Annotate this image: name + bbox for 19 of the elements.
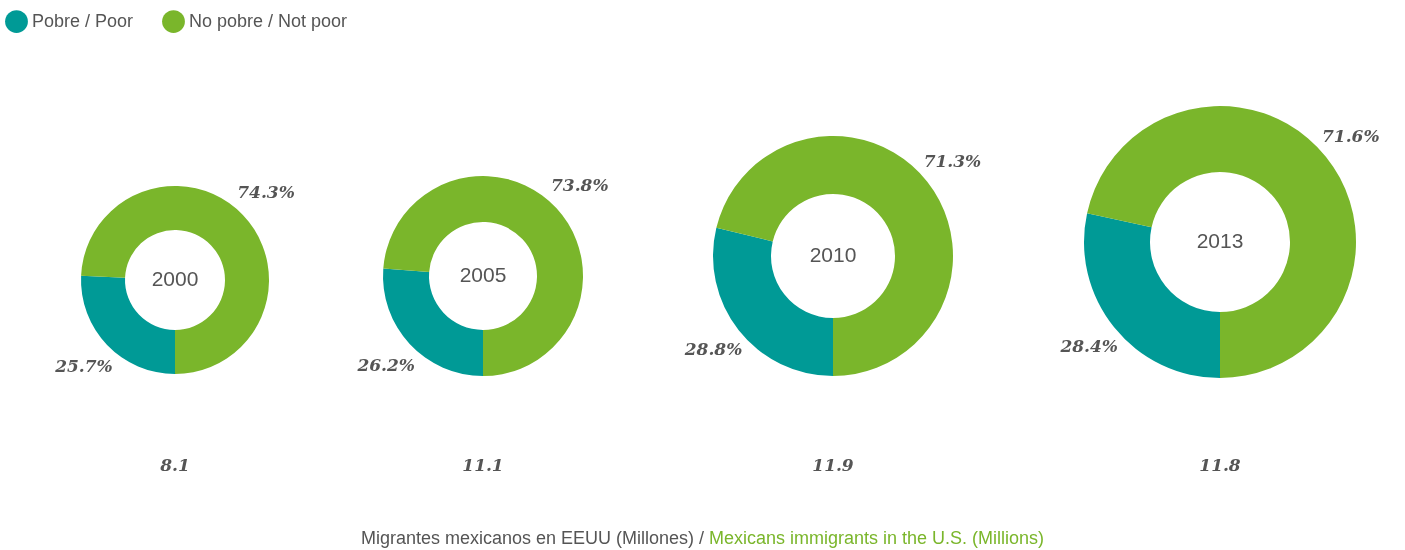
- data-label: 71.3%: [923, 150, 982, 171]
- text: Migrantes mexicanos en EEUU (Millones) / Mexicans immigrants in the U.S. (Millions): [360, 528, 1045, 548]
- text: 8.1: [159, 455, 191, 475]
- text: 11.9: [811, 455, 855, 475]
- text: 11.8: [1198, 455, 1242, 475]
- data-label: 28.8%: [683, 339, 743, 360]
- text: 2013: [1196, 229, 1244, 252]
- data-label: 71.6%: [1322, 125, 1380, 146]
- legend-label: No pobre / Not poor: [189, 10, 348, 31]
- text: 2010: [809, 243, 857, 266]
- data-label: 28.4%: [1059, 336, 1118, 357]
- data-label: 26.2%: [356, 354, 415, 375]
- text: 2005: [459, 263, 507, 286]
- text: 11.1: [461, 455, 505, 475]
- data-label: 25.7%: [54, 356, 113, 377]
- data-label: 74.3%: [237, 181, 295, 202]
- legend-label: Pobre / Poor: [32, 10, 134, 31]
- text: 2000: [151, 267, 199, 290]
- data-label: 73.8%: [551, 175, 609, 196]
